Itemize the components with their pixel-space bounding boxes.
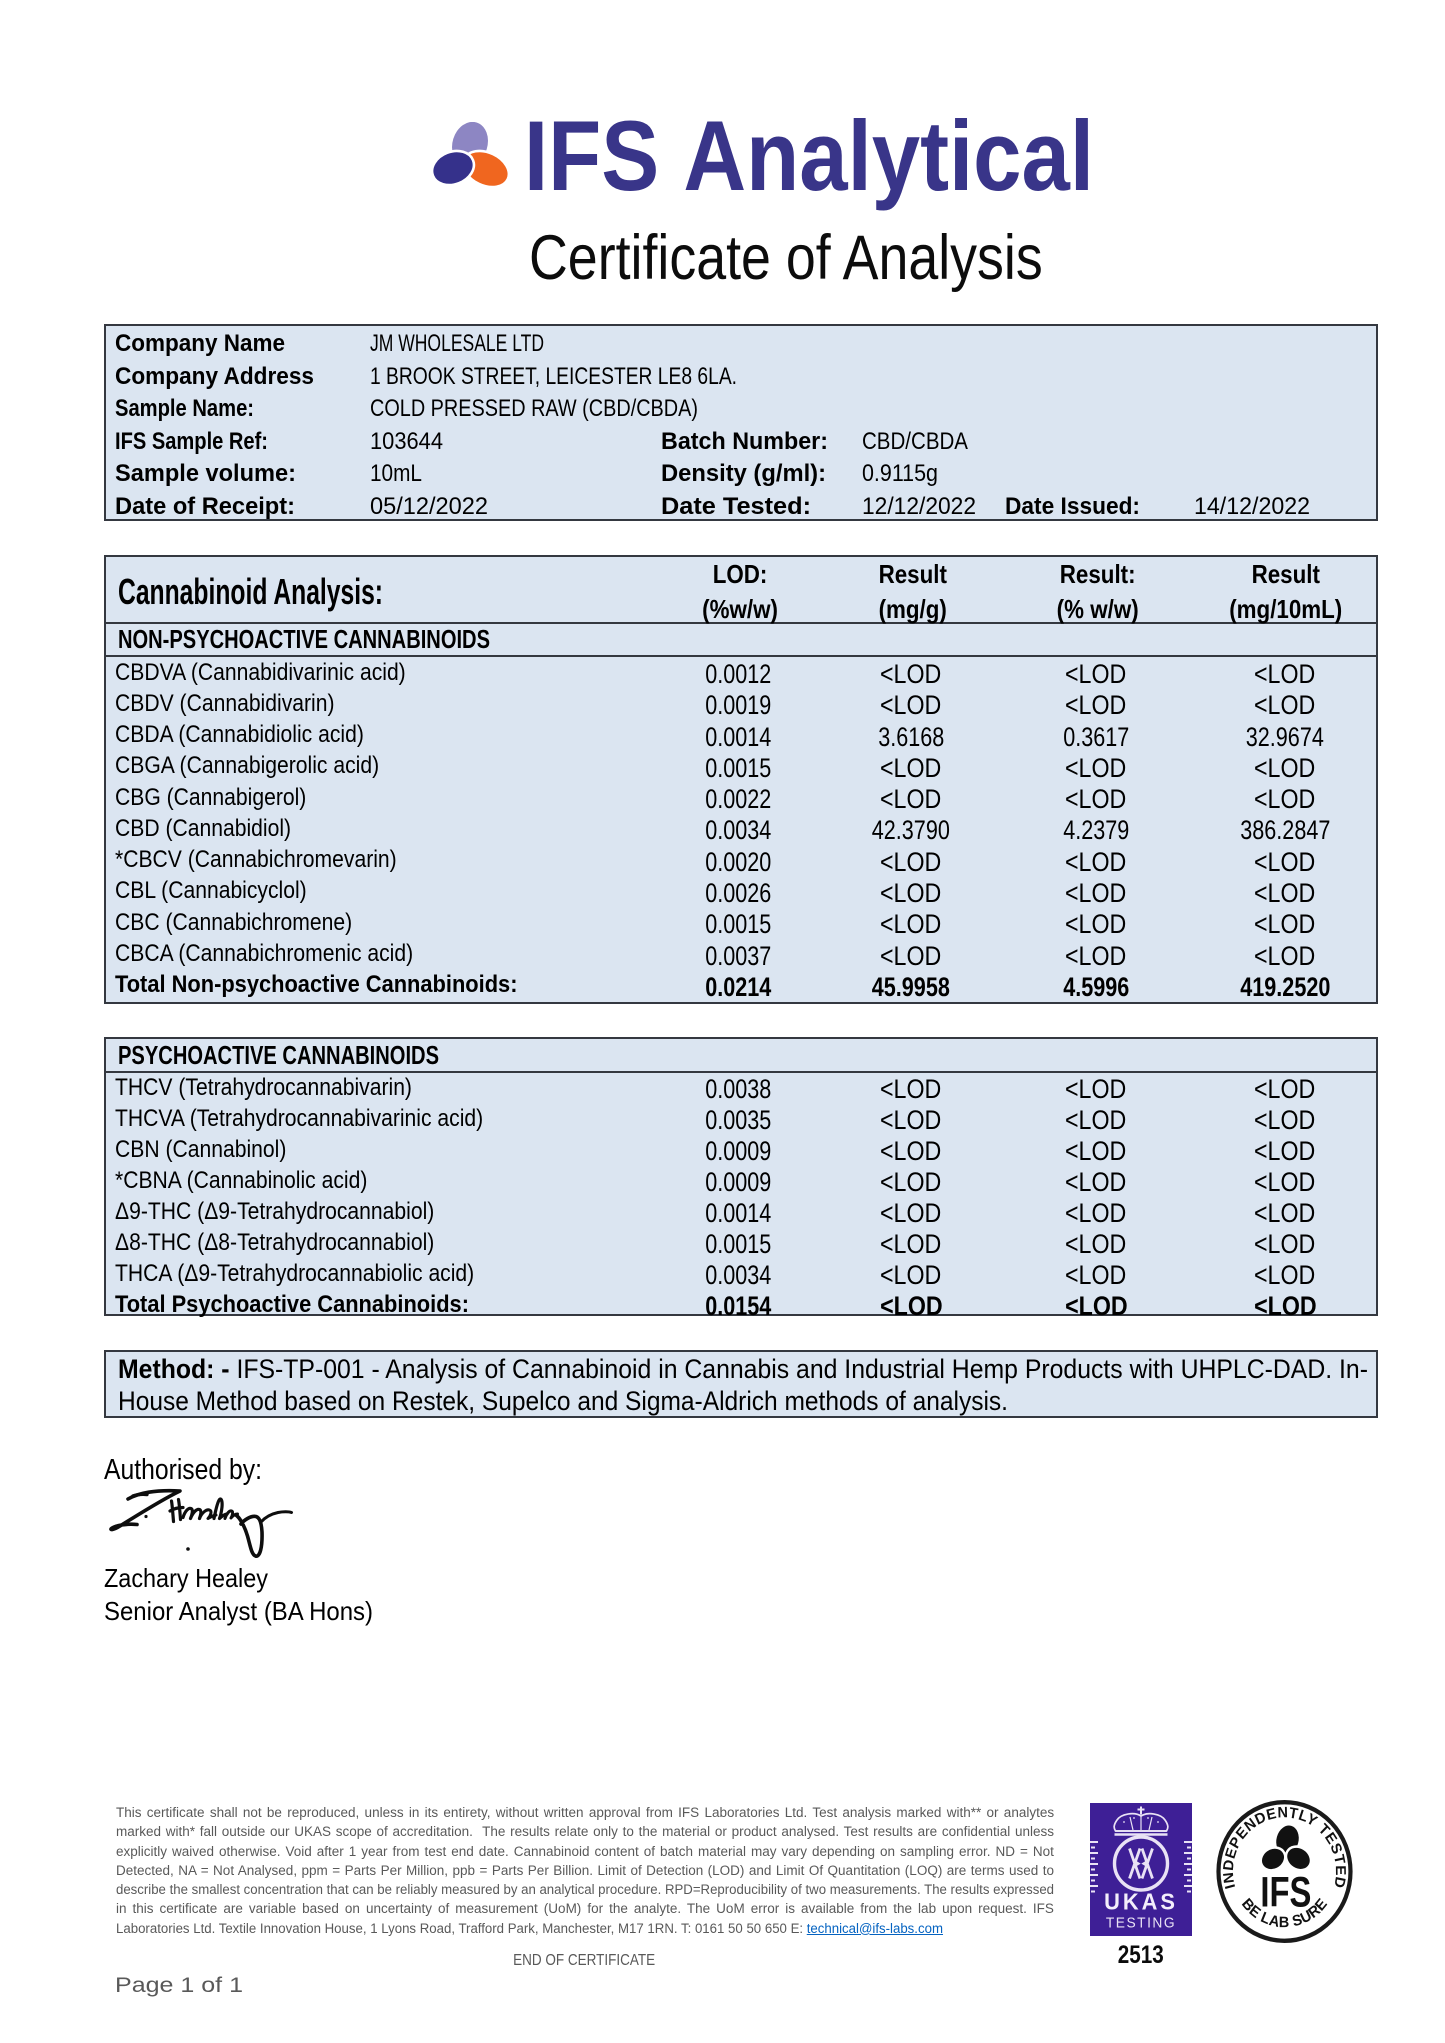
svg-text:TESTING: TESTING	[1106, 1914, 1176, 1930]
svg-text:IFS: IFS	[1260, 1868, 1311, 1916]
svg-text:UKAS: UKAS	[1104, 1888, 1178, 1915]
